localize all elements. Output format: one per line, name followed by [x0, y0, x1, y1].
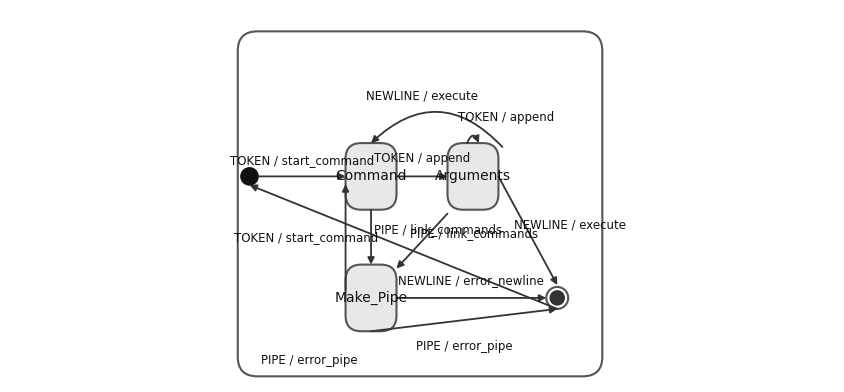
Text: PIPE / error_pipe: PIPE / error_pipe — [262, 354, 358, 367]
Text: TOKEN / append: TOKEN / append — [374, 152, 470, 165]
Text: Command: Command — [335, 169, 407, 183]
Circle shape — [550, 291, 565, 305]
Text: TOKEN / start_command: TOKEN / start_command — [235, 230, 378, 244]
Text: PIPE / error_pipe: PIPE / error_pipe — [416, 340, 512, 354]
Text: NEWLINE / error_newline: NEWLINE / error_newline — [398, 274, 544, 287]
Text: NEWLINE / execute: NEWLINE / execute — [366, 89, 478, 103]
FancyBboxPatch shape — [345, 143, 397, 210]
Text: TOKEN / start_command: TOKEN / start_command — [230, 154, 374, 167]
Text: PIPE / link_commands: PIPE / link_commands — [374, 223, 501, 236]
Text: Arguments: Arguments — [435, 169, 511, 183]
Circle shape — [241, 168, 258, 185]
Text: NEWLINE / execute: NEWLINE / execute — [514, 219, 626, 232]
Text: PIPE / link_commands: PIPE / link_commands — [410, 227, 538, 240]
Text: Make_Pipe: Make_Pipe — [334, 291, 408, 305]
Text: TOKEN / append: TOKEN / append — [458, 111, 555, 124]
FancyBboxPatch shape — [345, 265, 397, 331]
FancyBboxPatch shape — [447, 143, 499, 210]
